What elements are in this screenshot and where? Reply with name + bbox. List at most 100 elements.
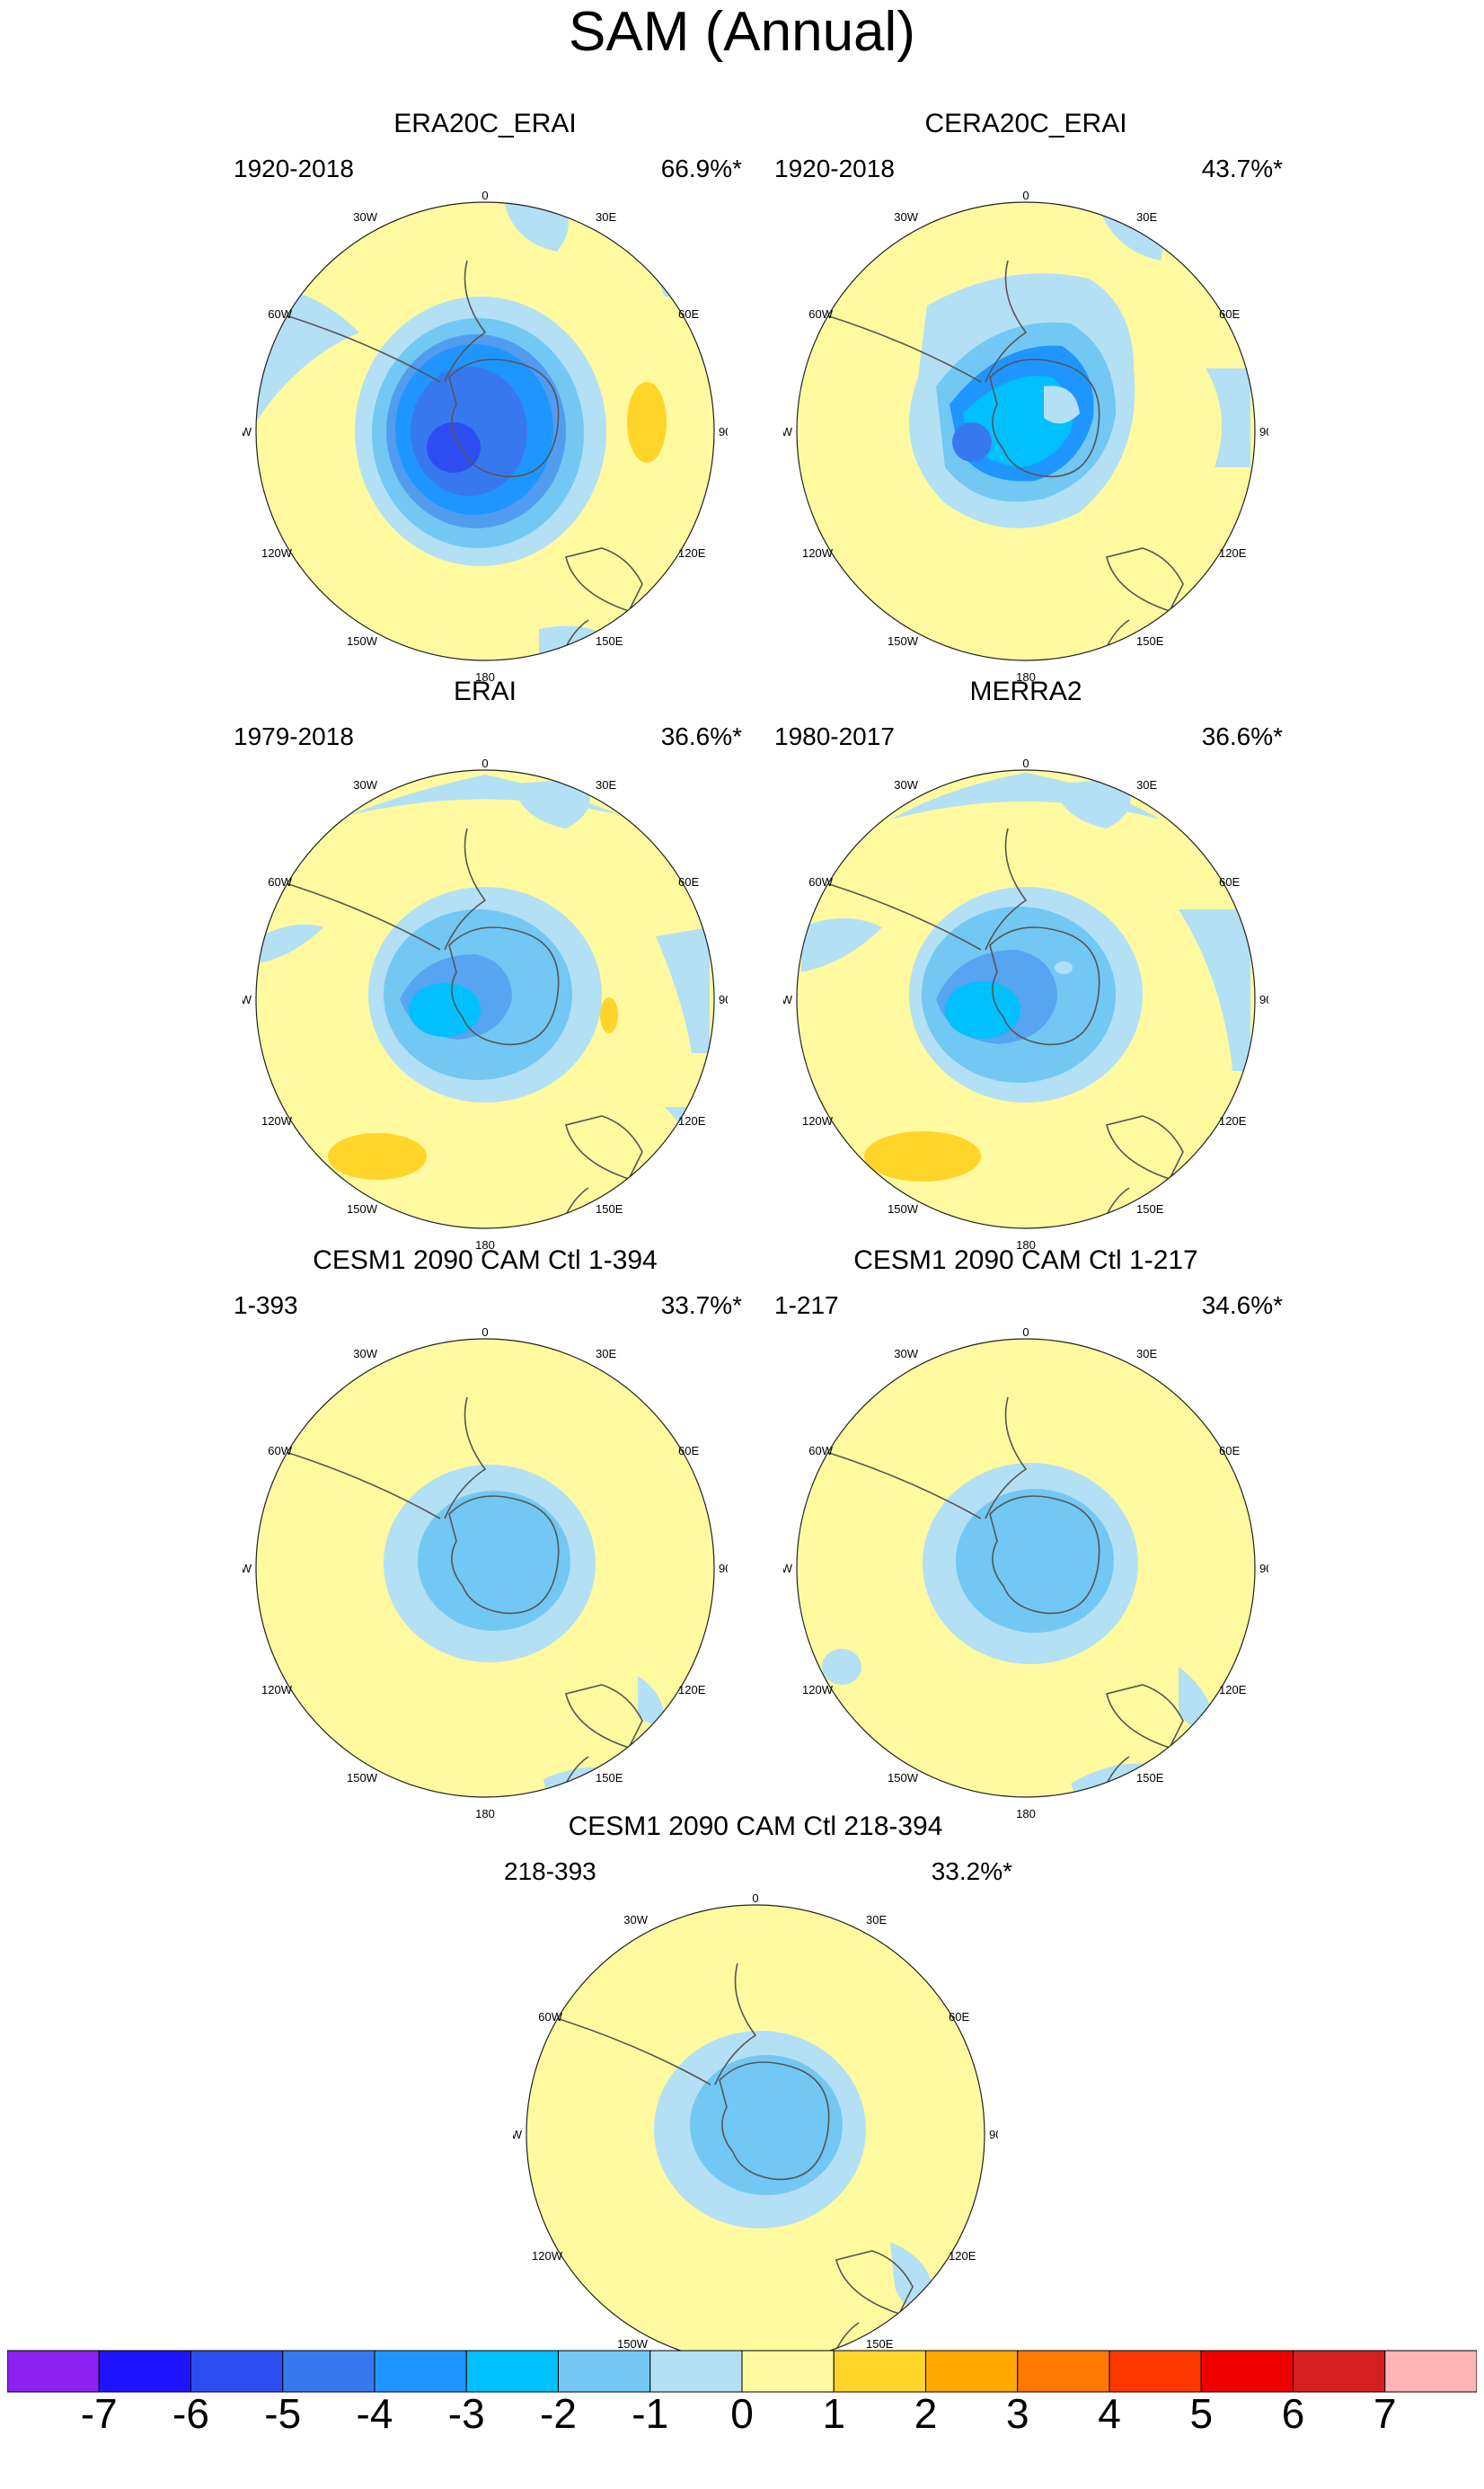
- panel-period: 1920-2018: [774, 155, 895, 182]
- lon-label-180: 180: [475, 670, 495, 684]
- lon-label-90w: 90W: [243, 1562, 252, 1575]
- colorbar-tick-label: -4: [356, 2390, 393, 2437]
- lon-label-60w: 60W: [268, 307, 292, 321]
- panel-title: CERA20C_ERAI: [924, 109, 1127, 138]
- colorbar-segment: [7, 2350, 100, 2393]
- lon-label-60e: 60E: [949, 2010, 969, 2024]
- lon-label-30w: 30W: [623, 1913, 648, 1927]
- lon-label-0: 0: [481, 189, 488, 202]
- lon-label-30w: 30W: [353, 778, 377, 792]
- lon-label-120w: 120W: [802, 546, 834, 560]
- lon-label-120e: 120E: [949, 2249, 976, 2263]
- panel-explained-variance: 33.2%*: [931, 1857, 1012, 1885]
- lon-label-90w: 90W: [243, 425, 252, 438]
- colorbar-segment: [1293, 2350, 1386, 2393]
- lon-label-90w: 90W: [783, 993, 793, 1006]
- lon-label-120w: 120W: [261, 546, 293, 560]
- lon-label-120e: 120E: [678, 546, 706, 560]
- panel-explained-variance: 33.7%*: [660, 1291, 742, 1319]
- lon-label-60e: 60E: [678, 307, 699, 321]
- lon-label-30e: 30E: [596, 210, 616, 224]
- colorbar-segment: [1384, 2350, 1477, 2393]
- map-panel-erai: ERAI 1979-2018 36.6%* 0: [207, 676, 764, 1269]
- lon-label-0: 0: [481, 757, 488, 770]
- colorbar-tick-label: 0: [730, 2390, 754, 2437]
- colorbar-segment: [190, 2350, 284, 2393]
- lon-label-60w: 60W: [268, 875, 292, 889]
- lon-label-150w: 150W: [888, 1771, 919, 1785]
- lon-label-30e: 30E: [596, 778, 616, 792]
- colorbar-segment: [925, 2350, 1019, 2393]
- panel-explained-variance: 36.6%*: [660, 722, 742, 750]
- colorbar-tick-label: 4: [1098, 2390, 1121, 2437]
- lon-label-120w: 120W: [532, 2249, 563, 2263]
- lon-label-90w: 90W: [243, 993, 252, 1006]
- colorbar-tick-label: -2: [540, 2390, 577, 2437]
- lon-label-150w: 150W: [617, 2337, 649, 2351]
- lon-label-150e: 150E: [1136, 634, 1164, 648]
- lon-label-60e: 60E: [1219, 1444, 1240, 1457]
- lon-label-120e: 120E: [1219, 1683, 1247, 1696]
- lon-label-30w: 30W: [894, 210, 918, 224]
- lon-label-150e: 150E: [1136, 1771, 1164, 1785]
- polar-map: 0 30E 60E 90E 120E 150E 180 150W 120W 90…: [783, 189, 1268, 684]
- lon-label-90w: 90W: [783, 1562, 793, 1575]
- colorbar-tick-label: 2: [914, 2390, 938, 2437]
- lon-label-150e: 150E: [596, 1771, 623, 1785]
- panel-title: CESM1 2090 CAM Ctl 1-217: [853, 1245, 1198, 1275]
- lon-label-120e: 120E: [678, 1114, 706, 1128]
- lon-label-90e: 90E: [719, 425, 728, 438]
- colorbar-tick-label: -6: [172, 2390, 209, 2437]
- lon-label-90e: 90E: [1259, 993, 1268, 1006]
- polar-map: 0 30E 60E 90E 120E 150E 180 150W 120W 90…: [783, 757, 1268, 1252]
- colorbar-tick-label: 5: [1189, 2390, 1214, 2437]
- colorbar-segment: [374, 2350, 467, 2393]
- map-panel-cesm1-1-394: CESM1 2090 CAM Ctl 1-394 1-393 33.7%* 0 …: [207, 1244, 764, 1838]
- lon-label-30w: 30W: [353, 210, 377, 224]
- map-panel-merra2: MERRA2 1980-2017 36.6%* 0 30E 60E: [747, 676, 1304, 1269]
- colorbar-segment: [1200, 2350, 1294, 2393]
- panel-period: 1-393: [234, 1291, 298, 1319]
- lon-label-150w: 150W: [347, 1771, 378, 1785]
- lon-label-30e: 30E: [1136, 210, 1157, 224]
- lon-label-120w: 120W: [802, 1114, 834, 1128]
- polar-map: 0 30E 60E 90E 120E 150E 180 150W 120W 90…: [243, 1325, 728, 1820]
- lon-label-0: 0: [1022, 1325, 1029, 1339]
- panel-period: 218-393: [504, 1857, 596, 1885]
- lon-label-0: 0: [481, 1325, 488, 1339]
- map-panel-era20c-erai: ERA20C_ERAI 1920-2018 66.9%*: [207, 108, 764, 701]
- lon-label-0: 0: [1022, 189, 1029, 202]
- polar-map: 0 30E 60E 90E 120E 150E 180 150W 120W 90…: [513, 1891, 998, 2387]
- map-panel-cera20c-erai: CERA20C_ERAI 1920-2018 43.7%* 0 30E 60E …: [747, 108, 1304, 701]
- panel-explained-variance: 66.9%*: [660, 155, 742, 182]
- panel-explained-variance: 36.6%*: [1201, 722, 1283, 750]
- lon-label-120e: 120E: [1219, 546, 1247, 560]
- lon-label-60w: 60W: [808, 307, 833, 321]
- lon-label-30e: 30E: [1136, 778, 1157, 792]
- colorbar-segment: [741, 2350, 835, 2393]
- lon-label-0: 0: [1022, 757, 1029, 770]
- lon-label-60w: 60W: [808, 1444, 833, 1457]
- map-panel-cesm1-218-394: CESM1 2090 CAM Ctl 218-394 218-393 33.2%…: [477, 1811, 1034, 2404]
- lon-label-0: 0: [752, 1891, 758, 1905]
- lon-label-90e: 90E: [1259, 1562, 1268, 1575]
- map-panel-cesm1-1-217: CESM1 2090 CAM Ctl 1-217 1-217 34.6%* 0 …: [747, 1244, 1304, 1838]
- lon-label-120e: 120E: [1219, 1114, 1247, 1128]
- colorbar-tick-label: -7: [80, 2390, 118, 2437]
- colorbar-tick-label: -1: [632, 2390, 669, 2437]
- lon-label-60w: 60W: [268, 1444, 292, 1457]
- colorbar: [7, 2350, 1477, 2393]
- lon-label-150e: 150E: [596, 634, 623, 648]
- lon-label-60w: 60W: [808, 875, 833, 889]
- lon-label-150w: 150W: [888, 634, 919, 648]
- lon-label-30w: 30W: [894, 778, 918, 792]
- lon-label-120w: 120W: [802, 1683, 834, 1696]
- panel-period: 1980-2017: [774, 722, 895, 750]
- colorbar-tick-label: 3: [1005, 2390, 1029, 2437]
- colorbar-segment: [558, 2350, 651, 2393]
- colorbar-segment: [1017, 2350, 1110, 2393]
- figure-title: SAM (Annual): [569, 1, 915, 63]
- panel-title: ERAI: [453, 677, 517, 706]
- colorbar-segment: [1109, 2350, 1202, 2393]
- lon-label-30w: 30W: [894, 1347, 918, 1360]
